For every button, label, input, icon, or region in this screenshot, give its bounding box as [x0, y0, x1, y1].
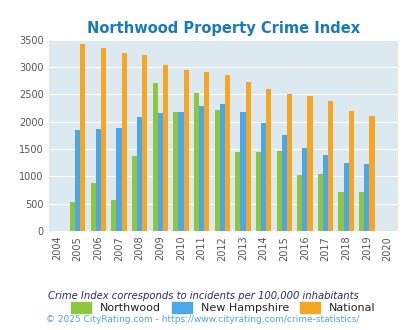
Bar [162, 65, 168, 231]
Bar [75, 130, 80, 231]
Bar [317, 174, 322, 231]
Bar [307, 96, 312, 231]
Bar [142, 55, 147, 231]
Bar [224, 75, 230, 231]
Bar [183, 70, 188, 231]
Bar [173, 112, 178, 231]
Bar [96, 129, 100, 231]
Legend: Northwood, New Hampshire, National: Northwood, New Hampshire, National [66, 298, 379, 318]
Bar [152, 83, 157, 231]
Title: Northwood Property Crime Index: Northwood Property Crime Index [87, 21, 359, 36]
Bar [121, 53, 126, 231]
Text: Crime Index corresponds to incidents per 100,000 inhabitants: Crime Index corresponds to incidents per… [47, 291, 358, 301]
Bar [219, 104, 224, 231]
Bar [245, 82, 250, 231]
Bar [255, 152, 260, 231]
Bar [234, 152, 240, 231]
Bar [111, 200, 116, 231]
Bar [296, 175, 302, 231]
Bar [204, 72, 209, 231]
Bar [90, 183, 96, 231]
Bar [132, 155, 137, 231]
Bar [198, 106, 204, 231]
Bar [338, 192, 343, 231]
Bar [343, 163, 348, 231]
Bar [358, 192, 363, 231]
Bar [363, 164, 369, 231]
Bar [116, 128, 121, 231]
Bar [281, 135, 286, 231]
Bar [348, 111, 353, 231]
Bar [286, 94, 291, 231]
Bar [193, 93, 198, 231]
Bar [100, 49, 106, 231]
Bar [240, 112, 245, 231]
Bar [157, 114, 162, 231]
Bar [260, 123, 266, 231]
Bar [214, 110, 219, 231]
Bar [327, 101, 333, 231]
Bar [266, 89, 271, 231]
Bar [302, 148, 307, 231]
Bar [276, 151, 281, 231]
Bar [369, 115, 374, 231]
Bar [178, 112, 183, 231]
Bar [137, 117, 142, 231]
Bar [80, 44, 85, 231]
Text: © 2025 CityRating.com - https://www.cityrating.com/crime-statistics/: © 2025 CityRating.com - https://www.city… [46, 315, 359, 324]
Bar [70, 202, 75, 231]
Bar [322, 155, 327, 231]
